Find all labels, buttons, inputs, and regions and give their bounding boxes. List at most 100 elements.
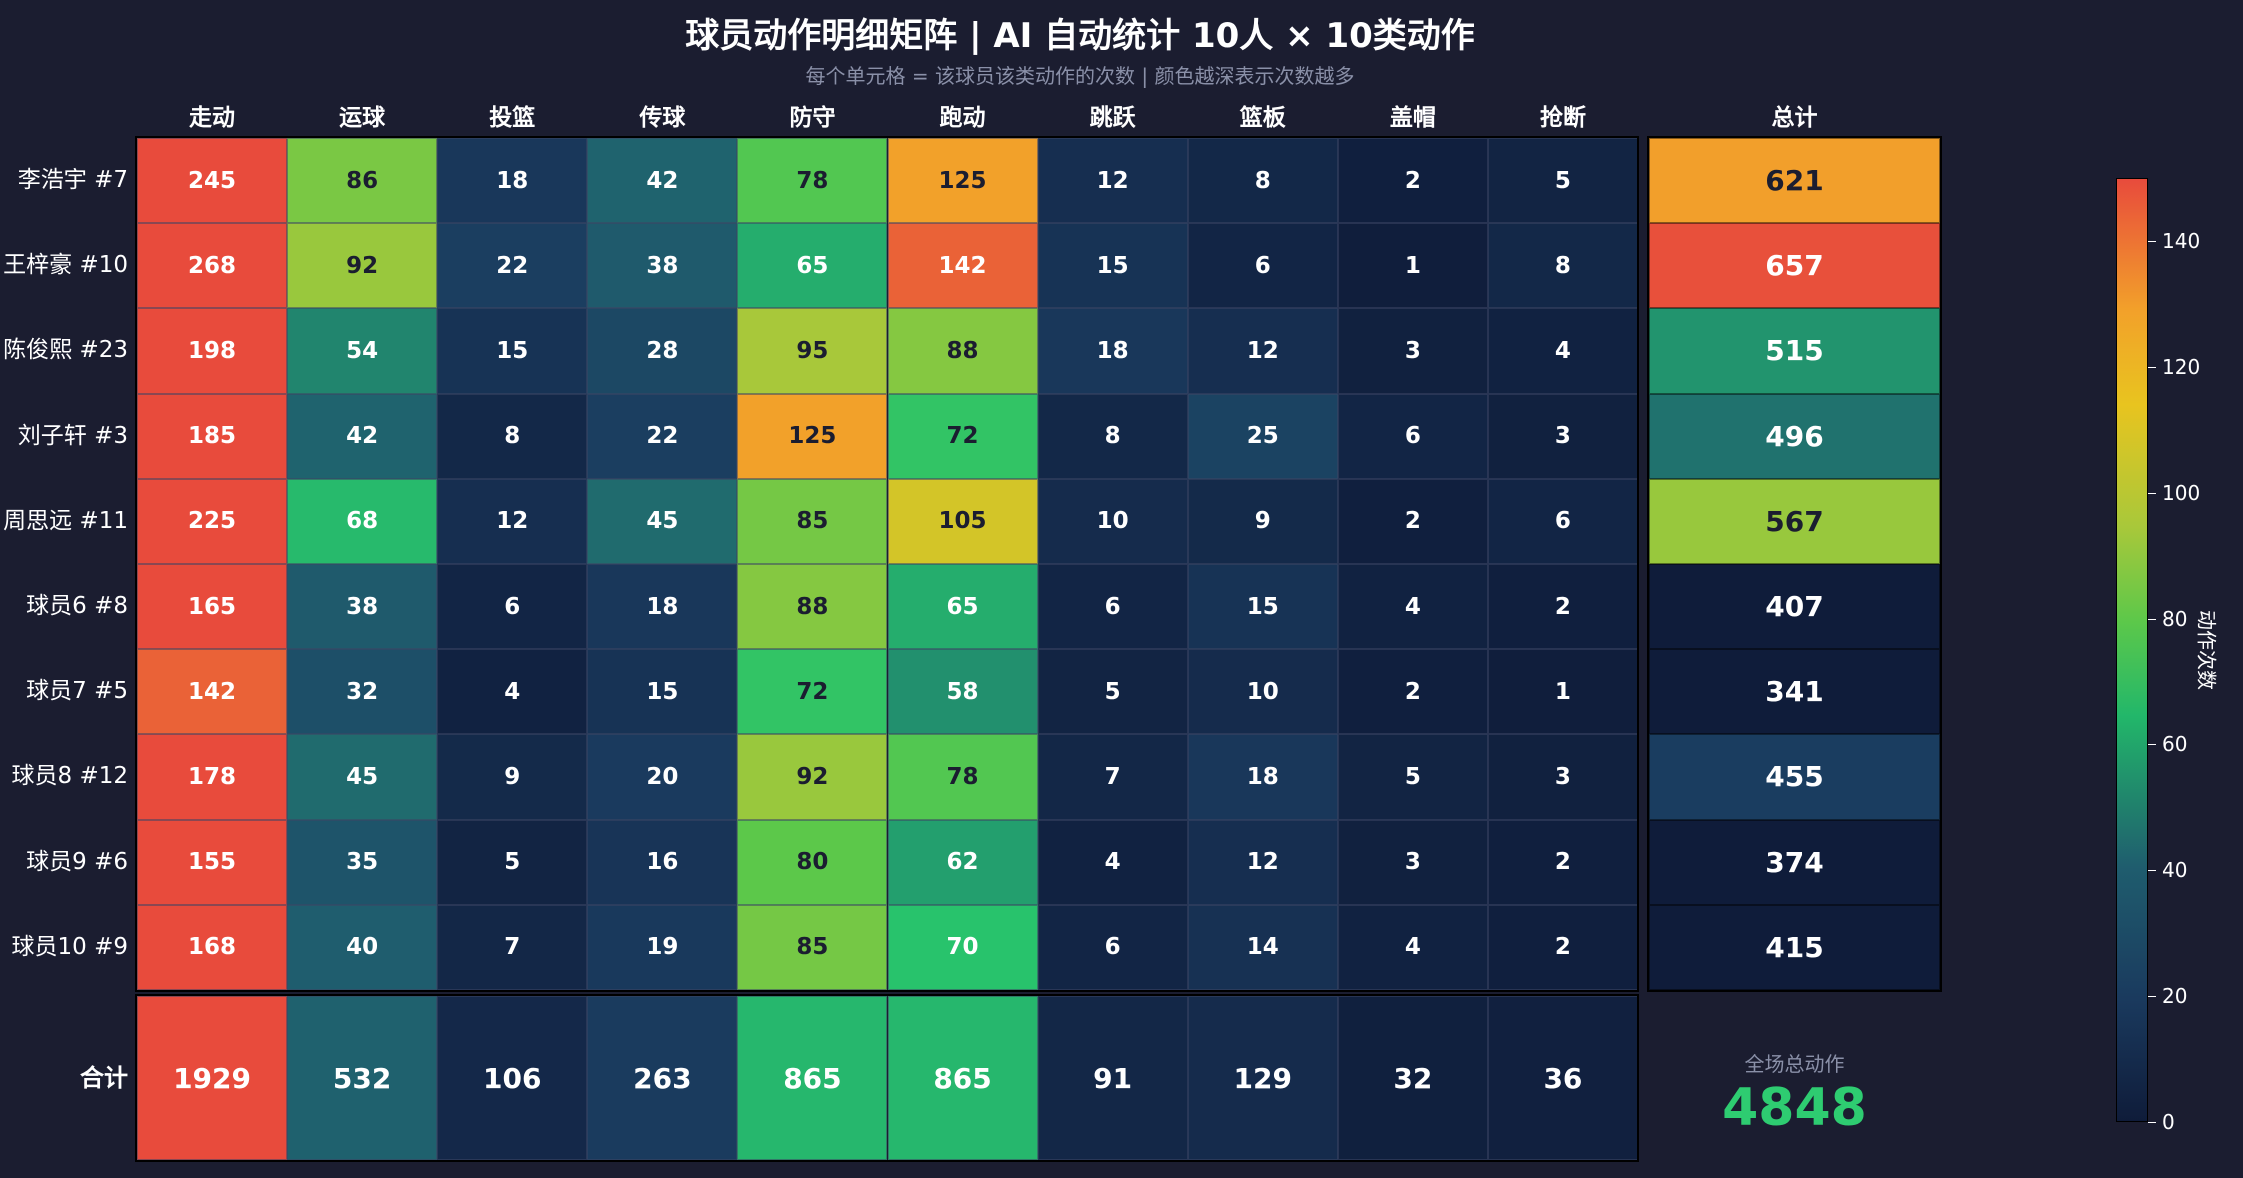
heatmap-cell: 86 [287,138,438,224]
row-label: 球员8 #12 [11,763,128,790]
heatmap-cell: 225 [137,478,288,564]
heatmap-cell: 7 [437,904,588,990]
heatmap-cell: 165 [137,564,288,650]
heatmap-cell: 38 [287,564,438,650]
heatmap-cell: 88 [887,308,1038,394]
heatmap-cell: 2 [1487,819,1638,905]
row-label: 王梓豪 #10 [3,252,128,279]
heatmap-cell: 12 [437,478,588,564]
heatmap-cell: 72 [737,649,888,735]
heatmap-cell: 15 [1187,564,1338,650]
colorbar-tick [2148,618,2156,620]
column-header-total: 总计 [1771,105,1818,131]
colorbar-tick-label: 100 [2162,480,2201,505]
heatmap-cell: 10 [1037,478,1188,564]
heatmap-cell: 6 [437,564,588,650]
colorbar [2116,178,2148,1122]
heatmap-cell: 8 [1037,393,1188,479]
heatmap-cell: 92 [737,734,888,820]
heatmap-cell: 4 [1337,564,1488,650]
heatmap-cell: 12 [1187,308,1338,394]
heatmap-cell: 6 [1187,223,1338,309]
heatmap-cell: 18 [587,564,738,650]
column-header: 运球 [339,105,386,131]
row-label: 球员10 #9 [11,933,128,960]
row-total-cell: 341 [1649,649,1940,735]
column-header: 篮板 [1239,105,1286,131]
heatmap-cell: 9 [1187,478,1338,564]
heatmap-cell: 3 [1337,308,1488,394]
heatmap-cell: 35 [287,819,438,905]
column-total-cell: 36 [1487,996,1638,1160]
colorbar-tick-label: 120 [2162,354,2201,379]
colorbar-title: 动作次数 [2194,610,2219,690]
row-total-cell: 415 [1649,904,1940,990]
chart-title: 球员动作明细矩阵 | AI 自动统计 10人 × 10类动作 [685,16,1475,56]
heatmap-cell: 142 [137,649,288,735]
heatmap-cell: 245 [137,138,288,224]
row-label: 球员9 #6 [26,848,128,875]
row-label: 刘子轩 #3 [17,422,128,449]
heatmap-cell: 32 [287,649,438,735]
heatmap-cell: 1 [1487,649,1638,735]
column-total-cell: 865 [887,996,1038,1160]
heatmap-cell: 6 [1037,904,1188,990]
heatmap-cell: 95 [737,308,888,394]
heatmap-cell: 18 [1187,734,1338,820]
grand-total-label: 全场总动作 [1744,1052,1845,1076]
heatmap-cell: 58 [887,649,1038,735]
heatmap-cell: 92 [287,223,438,309]
grand-total-value: 4848 [1722,1078,1867,1138]
heatmap-cell: 7 [1037,734,1188,820]
heatmap-cell: 15 [1037,223,1188,309]
colorbar-tick-label: 40 [2162,858,2188,883]
heatmap-cell: 3 [1487,393,1638,479]
colorbar-tick [2148,1122,2156,1123]
colorbar-tick-label: 60 [2162,732,2188,757]
column-total-cell: 91 [1037,996,1188,1160]
heatmap-cell: 65 [737,223,888,309]
column-header: 投篮 [489,105,536,131]
heatmap-cell: 4 [437,649,588,735]
column-header: 盖帽 [1389,105,1436,131]
heatmap-cell: 178 [137,734,288,820]
heatmap-cell: 142 [887,223,1038,309]
heatmap-cell: 5 [1487,138,1638,224]
heatmap-cell: 185 [137,393,288,479]
row-total-cell: 455 [1649,734,1940,820]
heatmap-cell: 4 [1037,819,1188,905]
row-total-cell: 407 [1649,564,1940,650]
heatmap-cell: 8 [1487,223,1638,309]
row-label: 周思远 #11 [3,507,128,534]
heatmap-cell: 6 [1037,564,1188,650]
heatmap-cell: 85 [737,478,888,564]
heatmap-cell: 22 [587,393,738,479]
column-header: 防守 [789,105,836,131]
heatmap-cell: 15 [587,649,738,735]
heatmap-cell: 78 [887,734,1038,820]
column-total-cell: 532 [287,996,438,1160]
heatmap-cell: 70 [887,904,1038,990]
heatmap-cell: 4 [1337,904,1488,990]
heatmap-cell: 12 [1187,819,1338,905]
heatmap-cell: 8 [1187,138,1338,224]
row-total-cell: 374 [1649,819,1940,905]
row-label: 球员6 #8 [26,593,128,619]
colorbar-tick [2148,870,2156,872]
heatmap-cell: 88 [737,564,888,650]
heatmap-cell: 105 [887,478,1038,564]
heatmap-cell: 54 [287,308,438,394]
heatmap-cell: 6 [1337,393,1488,479]
heatmap-cell: 10 [1187,649,1338,735]
column-header: 传球 [639,105,686,131]
colorbar-tick [2148,366,2156,368]
heatmap-cell: 155 [137,819,288,905]
row-total-cell: 496 [1649,393,1940,479]
column-total-cell: 1929 [137,996,288,1160]
heatmap-cell: 2 [1337,649,1488,735]
heatmap-cell: 168 [137,904,288,990]
column-header: 走动 [189,105,236,131]
heatmap-cell: 5 [1037,649,1188,735]
heatmap-cell: 2 [1487,564,1638,650]
column-total-cell: 106 [437,996,588,1160]
